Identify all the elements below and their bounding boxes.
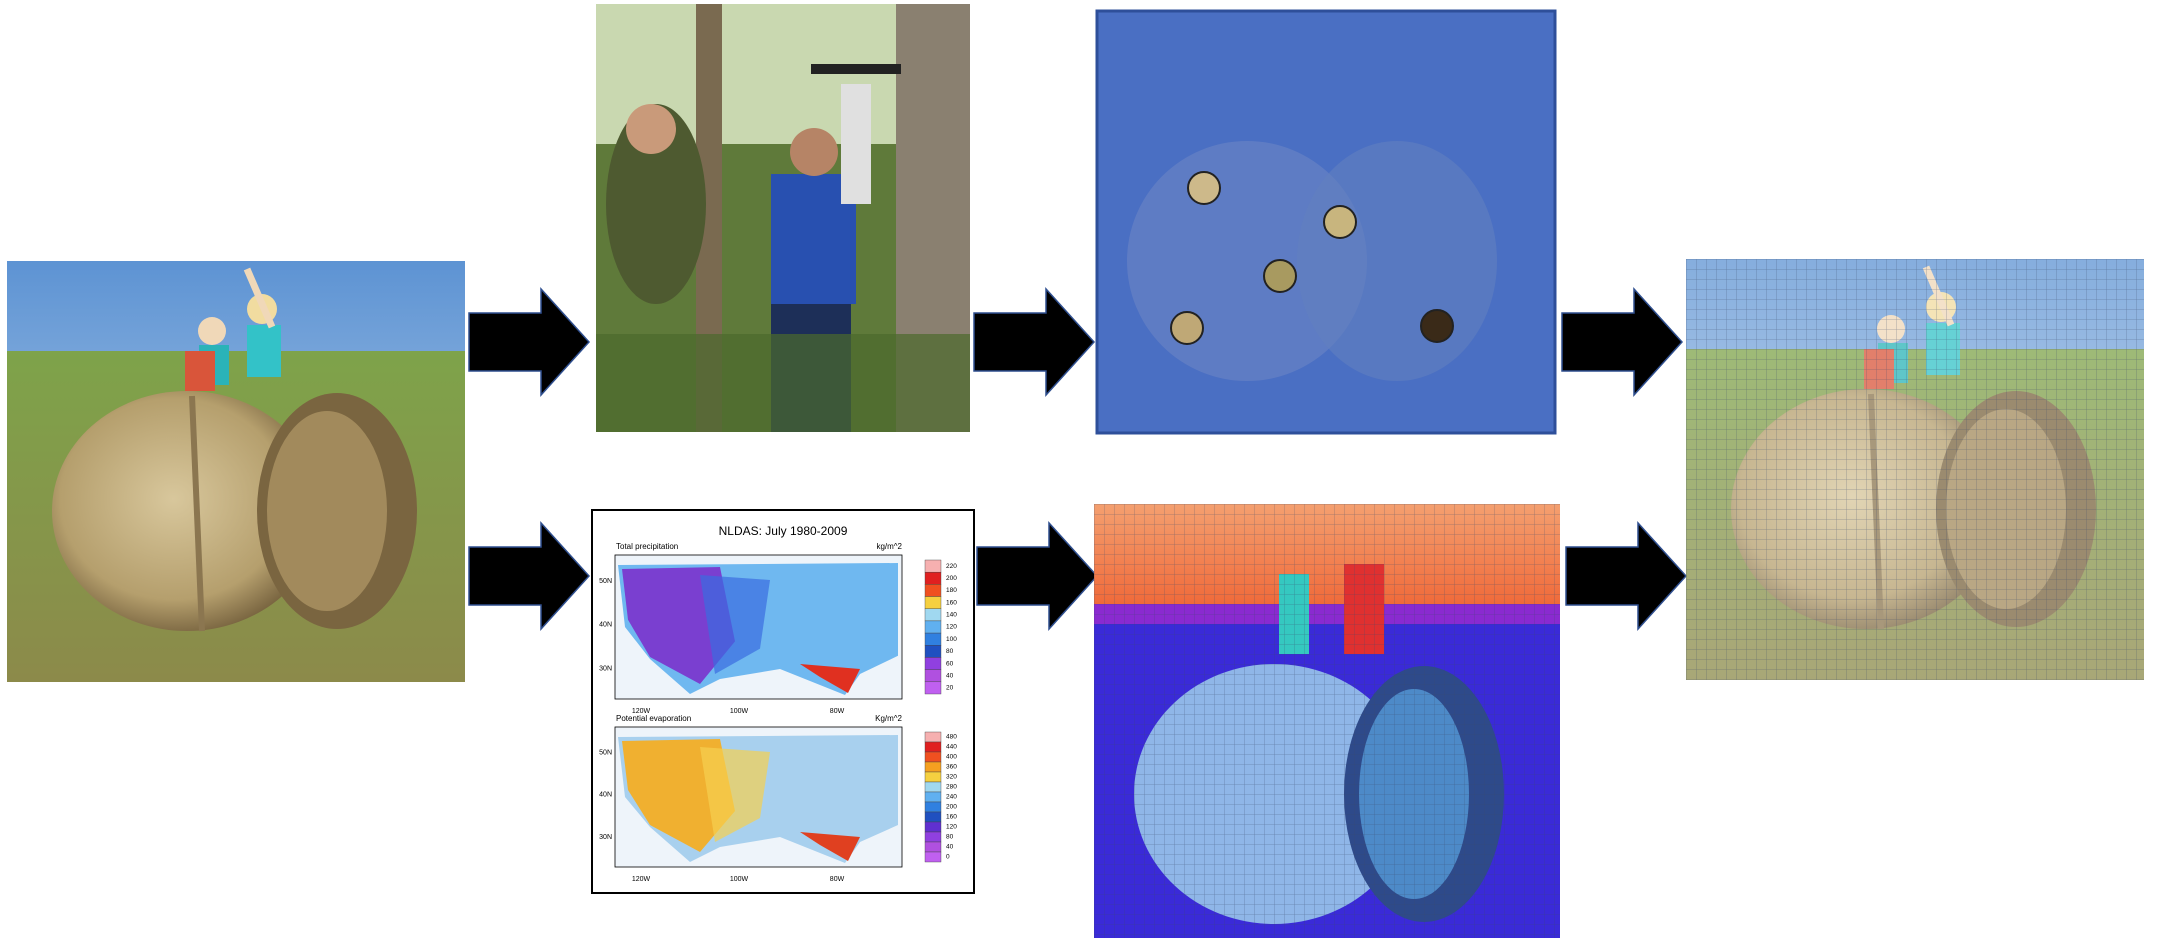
lon-label: 100W	[730, 876, 749, 883]
legend-label: 60	[946, 660, 954, 667]
legend-swatch	[925, 852, 941, 862]
legend-label: 160	[946, 814, 957, 821]
legend-swatch	[925, 560, 941, 572]
legend-swatch	[925, 645, 941, 657]
arrow	[1566, 523, 1686, 629]
legend-swatch	[925, 657, 941, 669]
legend-swatch	[925, 782, 941, 792]
lon-label: 100W	[730, 708, 749, 715]
legend-swatch	[925, 572, 941, 584]
lat-label: 40N	[599, 792, 612, 799]
panel-unit: kg/m^2	[876, 542, 902, 551]
heat-photo	[1094, 504, 1560, 938]
legend-label: 220	[946, 563, 957, 570]
legend-swatch	[925, 633, 941, 645]
legend-label: 140	[946, 612, 957, 619]
map-title: NLDAS: July 1980-2009	[719, 524, 848, 538]
arrow	[1562, 289, 1682, 395]
legend-label: 200	[946, 804, 957, 811]
diagram: NLDAS: July 1980-2009 Total precipitation…	[0, 0, 2157, 938]
legend-swatch	[925, 762, 941, 772]
legend-swatch	[925, 792, 941, 802]
arrow	[469, 523, 589, 629]
legend-swatch	[925, 670, 941, 682]
legend-label: 40	[946, 672, 954, 679]
legend-swatch	[925, 621, 941, 633]
legend-label: 180	[946, 587, 957, 594]
legend-swatch	[925, 752, 941, 762]
lon-label: 80W	[830, 876, 845, 883]
legend-swatch	[925, 742, 941, 752]
legend-label: 320	[946, 774, 957, 781]
lat-label: 50N	[599, 578, 612, 585]
sample-points-photo	[1097, 11, 1555, 433]
legend-label: 400	[946, 754, 957, 761]
lon-label: 80W	[830, 708, 845, 715]
arrow	[469, 289, 589, 395]
legend-label: 480	[946, 734, 957, 741]
arrow	[977, 523, 1097, 629]
legend-label: 100	[946, 636, 957, 643]
legend-swatch	[925, 772, 941, 782]
legend-label: 200	[946, 575, 957, 582]
panel-unit: Kg/m^2	[875, 714, 902, 723]
arrow	[974, 289, 1094, 395]
legend-swatch	[925, 609, 941, 621]
pixelated-photo	[1686, 259, 2144, 680]
legend-swatch	[925, 822, 941, 832]
legend-label: 80	[946, 648, 954, 655]
legend-label: 40	[946, 844, 954, 851]
lat-label: 40N	[599, 622, 612, 629]
legend-swatch	[925, 802, 941, 812]
legend-label: 240	[946, 794, 957, 801]
panel-label: Total precipitation	[616, 542, 678, 551]
legend-swatch	[925, 732, 941, 742]
legend-swatch	[925, 682, 941, 694]
lat-label: 50N	[599, 749, 612, 756]
lon-label: 120W	[632, 876, 651, 883]
legend-label: 120	[946, 824, 957, 831]
legend-swatch	[925, 842, 941, 852]
legend-label: 440	[946, 744, 957, 751]
legend-swatch	[925, 812, 941, 822]
legend-swatch	[925, 832, 941, 842]
field-photo	[596, 4, 970, 432]
lat-label: 30N	[599, 834, 612, 841]
source-photo	[7, 261, 465, 682]
legend-label: 160	[946, 599, 957, 606]
legend-label: 280	[946, 784, 957, 791]
legend-label: 20	[946, 685, 954, 692]
lat-label: 30N	[599, 665, 612, 672]
legend-label: 0	[946, 854, 950, 861]
legend-label: 120	[946, 624, 957, 631]
legend-label: 80	[946, 834, 954, 841]
panel-label: Potential evaporation	[616, 714, 691, 723]
legend-label: 360	[946, 764, 957, 771]
legend-swatch	[925, 584, 941, 596]
legend-swatch	[925, 597, 941, 609]
